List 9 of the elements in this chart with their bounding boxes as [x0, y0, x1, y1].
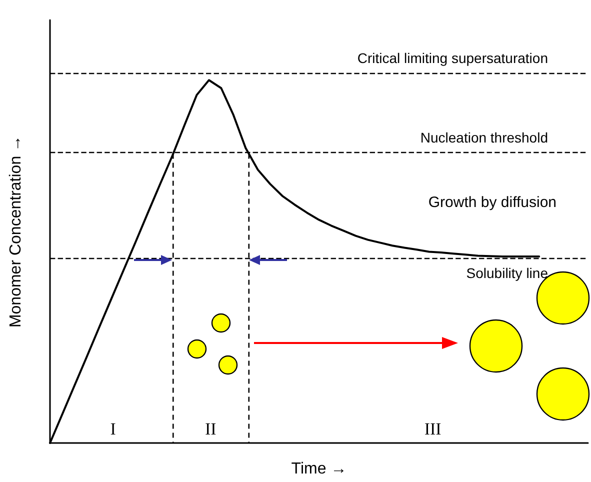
annotation: III: [424, 420, 442, 439]
ref-line-label: Critical limiting supersaturation: [357, 50, 548, 66]
y-axis-title: Monomer Concentration →: [8, 135, 24, 328]
ref-line-label: Solubility line: [466, 264, 548, 281]
ref-line-label: Nucleation threshold: [420, 130, 548, 146]
annotation: II: [204, 420, 217, 439]
x-axis-title: Time →: [291, 460, 347, 478]
annotation: I: [110, 420, 116, 439]
annotation: Growth by diffusion: [428, 194, 557, 211]
